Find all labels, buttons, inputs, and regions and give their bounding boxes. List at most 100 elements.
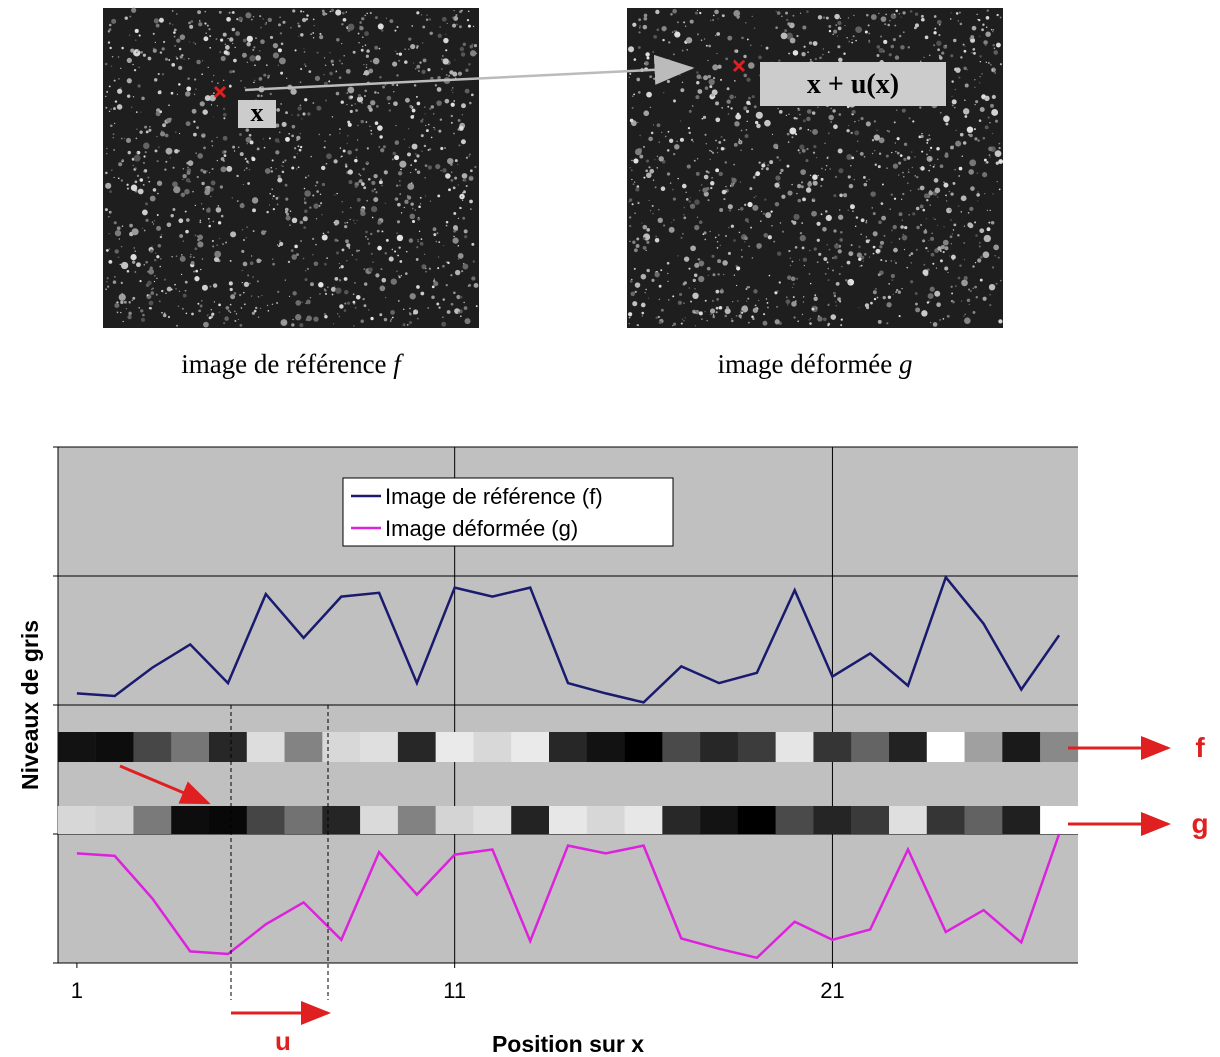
speckle-dot [455,23,458,26]
speckle-dot [472,25,475,28]
speckle-dot [284,207,289,212]
speckle-dot [129,223,133,228]
speckle-dot [136,174,140,177]
speckle-dot [990,103,994,108]
speckle-dot [666,172,671,176]
speckle-dot [194,276,200,282]
speckle-dot [291,134,294,138]
speckle-dot [881,215,887,221]
speckle-dot [378,47,381,50]
speckle-dot [958,76,961,79]
speckle-dot [225,241,228,244]
speckle-dot [374,121,379,125]
speckle-dot [149,249,154,253]
speckle-dot [748,62,755,69]
speckle-dot [416,11,420,15]
speckle-dot [765,298,768,300]
speckle-dot [879,245,883,249]
speckle-dot [898,238,901,240]
speckle-dot [168,104,170,107]
speckle-dot [275,168,277,170]
speckle-dot [750,226,753,229]
speckle-dot [847,175,851,179]
speckle-dot [178,218,184,224]
speckle-dot [979,75,981,78]
speckle-dot [366,49,370,53]
speckle-dot [211,140,214,143]
speckle-dot [808,181,812,185]
legend-label: Image déformée (g) [385,516,578,541]
speckle-dot [396,220,401,224]
speckle-dot [991,94,996,100]
speckle-dot [951,80,954,83]
speckle-dot [242,261,248,267]
speckle-dot [785,114,788,116]
speckle-dot [427,68,431,72]
speckle-dot [245,237,247,239]
speckle-dot [266,304,269,307]
gray-cell [360,806,399,834]
speckle-dot [847,124,850,127]
speckle-dot [361,36,364,39]
speckle-dot [120,67,122,70]
speckle-dot [714,236,717,239]
speckle-dot [136,262,141,267]
speckle-dot [763,161,766,164]
speckle-dot [787,190,793,196]
speckle-dot [919,185,925,191]
speckle-dot [441,16,447,22]
speckle-dot [744,203,747,206]
speckle-dot [900,45,905,50]
speckle-dot [245,167,248,170]
speckle-dot [801,313,804,316]
speckle-dot [967,211,970,214]
speckle-dot [172,181,178,188]
speckle-dot [243,169,246,171]
speckle-dot [301,301,303,303]
speckle-dot [128,34,131,37]
speckle-dot [937,246,942,251]
speckle-dot [696,81,700,85]
speckle-dot [453,9,455,12]
speckle-dot [197,153,203,159]
speckle-dot [934,27,937,30]
speckle-dot [688,200,691,203]
caption-text: image de référence [181,349,386,379]
speckle-dot [114,100,117,103]
speckle-dot [241,52,247,58]
speckle-dot [802,119,806,123]
speckle-dot [817,106,819,108]
speckle-dot [400,212,403,214]
speckle-dot [197,234,204,240]
speckle-dot [671,221,673,224]
speckle-dot [112,136,115,139]
speckle-dot [415,95,418,98]
speckle-dot [246,35,253,43]
speckle-dot [738,314,742,318]
speckle-dot [230,294,236,300]
speckle-dot [792,14,795,17]
speckle-dot [744,134,749,138]
speckle-dot [377,23,384,30]
speckle-dot [222,79,225,82]
speckle-dot [178,83,181,86]
speckle-dot [446,22,448,24]
speckle-dot [872,231,878,237]
speckle-dot [108,215,110,218]
speckle-dot [878,47,884,53]
speckle-dot [649,75,653,79]
speckle-dot [125,308,128,310]
speckle-dot [720,78,723,81]
speckle-dot [310,33,312,35]
speckle-dot [434,84,438,87]
speckle-dot [638,31,641,34]
speckle-dot [994,255,996,257]
speckle-dot [636,324,638,326]
speckle-dot [718,305,723,310]
speckle-dot [267,310,270,312]
speckle-dot [318,282,324,288]
x-tick-label: 21 [820,978,844,1003]
speckle-dot [380,178,382,180]
speckle-dot [399,260,403,263]
